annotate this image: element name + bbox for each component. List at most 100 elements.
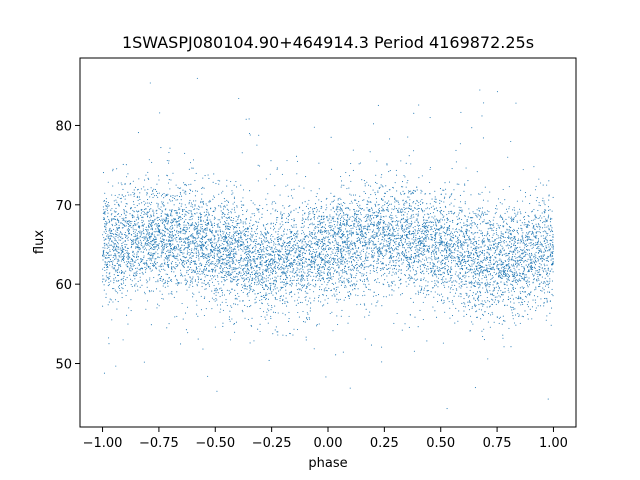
data-point [352, 209, 355, 211]
data-point [151, 248, 153, 250]
data-point [483, 102, 485, 104]
data-point [257, 249, 260, 251]
data-point [488, 235, 490, 237]
data-point [495, 229, 497, 232]
data-point [466, 286, 468, 288]
data-point [163, 239, 165, 241]
data-point [278, 268, 280, 271]
data-point [500, 273, 503, 275]
data-point [378, 248, 381, 250]
data-point [237, 244, 239, 246]
data-point [265, 198, 267, 200]
data-point [183, 226, 185, 228]
data-point [148, 249, 150, 251]
data-point [438, 232, 440, 234]
data-point [319, 263, 322, 266]
data-point [512, 263, 514, 265]
data-point [322, 279, 325, 281]
data-point [466, 230, 468, 232]
data-point [144, 293, 146, 295]
data-point [385, 215, 387, 217]
data-point [265, 268, 267, 270]
data-point [397, 209, 399, 211]
data-point [302, 278, 305, 280]
data-point [148, 290, 150, 292]
data-point [404, 176, 406, 178]
data-point [167, 222, 169, 224]
data-point [155, 237, 157, 239]
data-point [410, 205, 412, 207]
data-point [366, 218, 368, 220]
data-point [434, 190, 436, 192]
data-point [183, 244, 185, 246]
data-point [130, 266, 132, 268]
data-point [310, 302, 312, 304]
data-point [523, 247, 525, 249]
data-point [510, 246, 512, 248]
data-point [183, 241, 185, 243]
data-point [403, 259, 405, 261]
data-point [543, 289, 545, 291]
data-point [509, 259, 511, 261]
data-point [482, 313, 484, 315]
data-point [381, 210, 383, 212]
data-point [499, 316, 501, 318]
data-point [152, 210, 154, 213]
data-point [416, 224, 418, 226]
data-point [338, 208, 340, 211]
data-point [321, 215, 323, 217]
data-point [259, 254, 262, 256]
data-point [341, 216, 343, 219]
data-point [524, 310, 526, 312]
data-point [187, 248, 189, 250]
data-point [197, 221, 199, 223]
data-point [129, 183, 131, 185]
data-point [179, 250, 181, 252]
data-point [197, 270, 199, 272]
data-point [352, 248, 354, 250]
data-point [108, 301, 110, 303]
data-point [319, 230, 321, 232]
data-point [464, 224, 466, 226]
data-point [457, 214, 460, 216]
data-point [219, 226, 221, 228]
data-point [280, 266, 282, 269]
data-point [458, 206, 460, 208]
data-point [250, 200, 252, 202]
data-point [449, 220, 451, 222]
data-point [428, 213, 430, 215]
data-point [179, 254, 181, 256]
data-point [324, 227, 327, 230]
data-point [458, 229, 460, 231]
data-point [497, 275, 500, 277]
data-point [275, 202, 277, 204]
data-point [427, 233, 429, 236]
data-point [458, 310, 460, 312]
data-point [375, 295, 377, 297]
data-point [296, 283, 298, 285]
data-point [120, 270, 123, 272]
data-point [279, 258, 281, 261]
data-point [123, 196, 125, 198]
data-point [433, 244, 435, 246]
data-point [483, 257, 485, 259]
data-point [307, 272, 309, 274]
data-point [521, 229, 523, 231]
data-point [333, 288, 335, 290]
data-point [263, 277, 265, 279]
data-point [281, 214, 283, 216]
data-point [156, 183, 158, 185]
data-point [107, 260, 109, 262]
data-point [494, 261, 496, 263]
data-point [134, 192, 136, 194]
data-point [345, 171, 347, 174]
data-point [158, 218, 160, 221]
data-point [262, 281, 264, 283]
data-point [183, 229, 186, 231]
data-point [234, 294, 236, 296]
data-point [251, 230, 253, 232]
data-point [314, 227, 317, 229]
data-point [500, 244, 502, 246]
data-point [272, 222, 274, 224]
data-point [170, 248, 173, 250]
